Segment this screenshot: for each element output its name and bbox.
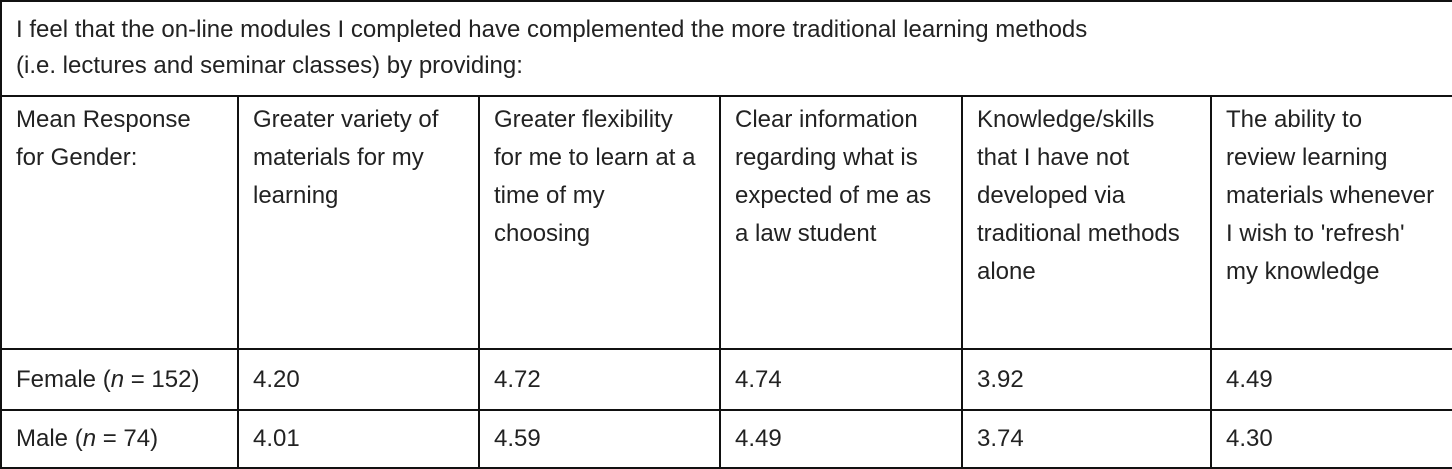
data-row: Female (n = 152) 4.20 4.72 4.74 3.92 4.49: [0, 348, 1452, 411]
title-cell: I feel that the on-line modules I comple…: [0, 0, 1452, 97]
mean-value: 3.92: [961, 348, 1212, 411]
header-cell: Clear information regarding what is expe…: [719, 95, 963, 350]
header-cell: Greater variety of materials for my lear…: [237, 95, 480, 350]
row-label: Female (n = 152): [0, 348, 239, 411]
mean-value: 4.49: [1210, 348, 1452, 411]
header-cell: Knowledge/skills that I have not develop…: [961, 95, 1212, 350]
header-cell: Greater flexibility for me to learn at a…: [478, 95, 721, 350]
row-label: Male (n = 74): [0, 409, 239, 469]
title-row: I feel that the on-line modules I comple…: [0, 0, 1452, 97]
mean-value: 4.49: [719, 409, 963, 469]
title-line: I feel that the on-line modules I comple…: [16, 16, 1088, 43]
mean-value: 4.59: [478, 409, 721, 469]
header-cell: Mean Response for Gender:: [0, 95, 239, 350]
header-cell: The ability to review learning materials…: [1210, 95, 1452, 350]
mean-value: 3.74: [961, 409, 1212, 469]
mean-value: 4.74: [719, 348, 963, 411]
mean-value: 4.01: [237, 409, 480, 469]
data-row: Male (n = 74) 4.01 4.59 4.49 3.74 4.30: [0, 409, 1452, 469]
title-line: (i.e. lectures and seminar classes) by p…: [16, 52, 523, 79]
mean-value: 4.72: [478, 348, 721, 411]
mean-value: 4.20: [237, 348, 480, 411]
mean-value: 4.30: [1210, 409, 1452, 469]
header-row: Mean Response for Gender: Greater variety…: [0, 95, 1452, 350]
